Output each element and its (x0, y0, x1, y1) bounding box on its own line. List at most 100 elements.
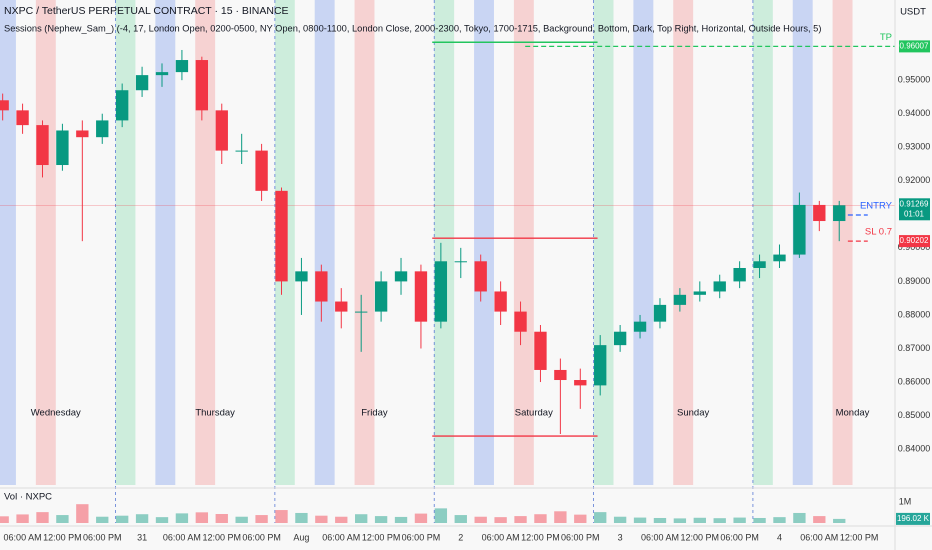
volume-bar (96, 516, 109, 523)
candle-body (653, 304, 667, 322)
volume-bar (793, 512, 806, 523)
x-tick-label: Aug (293, 532, 309, 542)
x-tick-label: 4 (777, 532, 782, 542)
candle-body (355, 311, 368, 313)
y-tick-label: 0.86000 (898, 376, 931, 386)
session-bands (0, 0, 853, 485)
candle-body (454, 261, 467, 263)
session-band (832, 0, 853, 485)
candle-body (275, 190, 288, 282)
candle-body (753, 261, 766, 268)
candle-body (335, 301, 348, 312)
volume-bar (414, 513, 428, 523)
volume-bar (295, 512, 308, 523)
candle-body (0, 100, 9, 111)
volume-bar (813, 516, 826, 523)
candle-body (633, 321, 647, 332)
volume-bar (693, 517, 706, 523)
x-tick-label: 06:00 PM (561, 532, 600, 542)
candle-body (673, 294, 687, 305)
session-band (434, 0, 455, 485)
session-band (354, 0, 375, 485)
volume-label: Vol · NXPC (4, 492, 52, 503)
volume-bar (115, 515, 129, 523)
session-band (633, 0, 654, 485)
session-band (752, 0, 773, 485)
price-tag (899, 40, 930, 53)
candle-body (374, 281, 388, 312)
x-tick-label: 06:00 AM (641, 532, 679, 542)
x-tick-label: 12:00 PM (202, 532, 241, 542)
x-tick-label: 2 (458, 532, 463, 542)
volume-bar (534, 514, 547, 523)
x-tick-label: 12:00 PM (362, 532, 401, 542)
currency[interactable]: USDT (900, 7, 926, 18)
session-band (513, 0, 534, 485)
x-tick-label: 06:00 AM (4, 532, 42, 542)
candle-body (16, 110, 29, 126)
candle-body (175, 60, 189, 73)
volume-bar (434, 508, 448, 523)
volume-bar (753, 517, 766, 523)
y-tick-label: 0.85000 (898, 410, 931, 420)
volume-bar (633, 517, 647, 523)
volume-bar (773, 517, 786, 523)
x-tick-label: 06:00 AM (800, 532, 838, 542)
y-tick-label: 0.94000 (898, 108, 931, 118)
x-tick-label: 12:00 PM (43, 532, 82, 542)
session-band (673, 0, 694, 485)
volume-bar (56, 515, 69, 523)
candle-body (56, 130, 69, 166)
y-tick-label: 0.93000 (898, 142, 931, 152)
x-tick-label: 12:00 PM (840, 532, 879, 542)
indicator-label: Sessions (Nephew_Sam_) (-4, 17, London O… (4, 23, 821, 33)
volume-tag (896, 512, 930, 525)
x-tick-label: 06:00 AM (163, 532, 201, 542)
session-band (474, 0, 494, 485)
candle-body (215, 110, 228, 151)
price-tag-label: 0.96007 (900, 41, 929, 50)
volume-bar (16, 514, 29, 523)
day-label: Friday (361, 408, 388, 419)
level-label: TP (880, 32, 892, 43)
session-band (155, 0, 176, 485)
y-tick-label: 0.89000 (898, 276, 931, 286)
candle-body (474, 261, 487, 292)
y-tick-label: 0.90000 (898, 242, 931, 252)
candle-body (414, 271, 428, 322)
y-tick-label: 0.95000 (898, 75, 931, 85)
candle-body (494, 291, 507, 312)
x-tick-label: 06:00 PM (83, 532, 122, 542)
volume-bar (155, 517, 169, 523)
day-label: Monday (836, 408, 870, 419)
session-band (35, 0, 56, 485)
candle-body (833, 205, 846, 222)
volume-bar (653, 517, 667, 523)
session-band (314, 0, 335, 485)
last-price-tag (899, 198, 930, 221)
x-tick-label: 06:00 AM (322, 532, 360, 542)
volume-bar (474, 516, 487, 523)
candle-body (135, 75, 149, 91)
candle-body (793, 204, 806, 255)
volume-bar (355, 514, 368, 523)
x-tick-label: 31 (137, 532, 147, 542)
volume-bar (76, 504, 89, 523)
y-tick-label: 0.84000 (898, 443, 931, 453)
candle-body (594, 345, 607, 386)
volume-bar (255, 515, 268, 523)
volume-bar (335, 516, 348, 523)
volume-bar (195, 512, 209, 523)
level-label: SL 0.7 (865, 227, 892, 238)
session-band (195, 0, 216, 485)
candle-body (514, 311, 527, 332)
day-label: Sunday (677, 408, 709, 419)
session-band (115, 0, 136, 485)
candle-body (36, 125, 49, 166)
x-tick-label: 12:00 PM (521, 532, 560, 542)
candle-body (115, 90, 129, 121)
price-tag-label: 0.90202 (900, 236, 929, 245)
x-tick-label: 06:00 PM (402, 532, 441, 542)
session-band (0, 0, 16, 485)
